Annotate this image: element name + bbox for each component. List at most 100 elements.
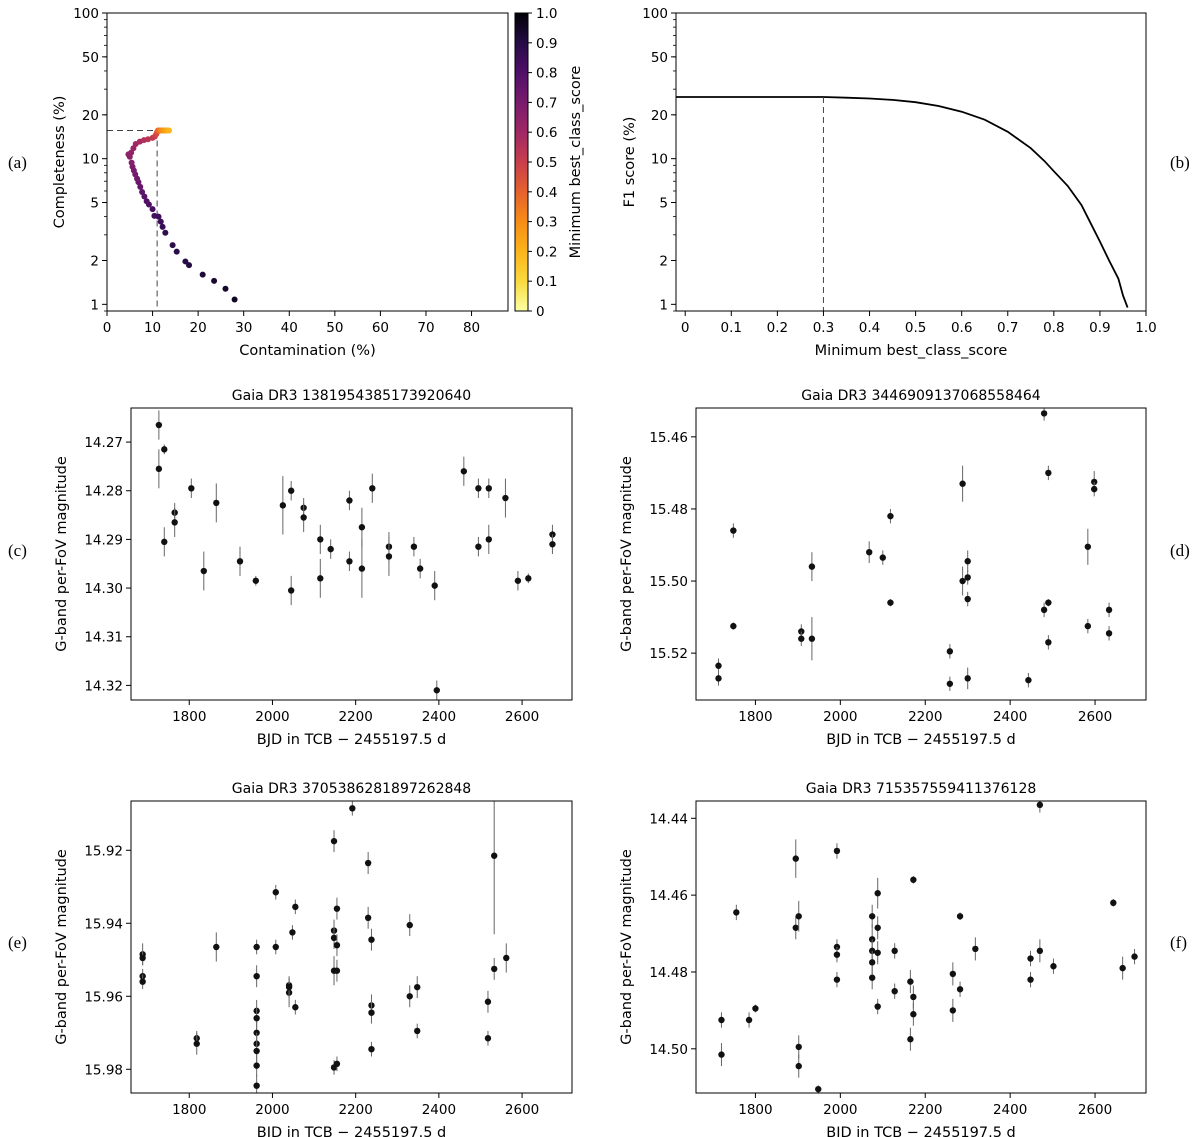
data-point: [795, 1043, 802, 1051]
chart-panel-e-light-curve: 1800 2000 2200 2400 2600 15.92 15.94 15.96 15.98…: [54, 781, 573, 1137]
plot-frame: [675, 12, 1147, 312]
data-point: [874, 890, 881, 897]
data-point: [964, 574, 971, 581]
data-point: [718, 1016, 725, 1024]
chart-title: Gaia DR3 1381954385173920640: [232, 388, 471, 404]
data-point: [1110, 899, 1117, 907]
chart-panel-c-light-curve: 1800 2000 2200 2400 2600 14.27 14.28 14.29 14.30…: [54, 388, 573, 748]
x-tick-label: 2400: [993, 709, 1027, 725]
y-tick-label: 5: [659, 196, 668, 212]
y-tick-label: 2: [90, 253, 99, 269]
data-point: [272, 889, 279, 896]
data-point: [503, 954, 510, 962]
data-point: [139, 978, 146, 985]
data-point: [406, 921, 413, 929]
data-point: [715, 662, 722, 669]
x-tick-label: 1800: [172, 709, 206, 725]
x-tick-label: 0.3: [813, 320, 834, 336]
colorbar-tick-label: 0.5: [536, 155, 557, 171]
x-tick-label: 40: [281, 320, 298, 336]
data-point: [964, 595, 971, 603]
x-tick-label: 20: [190, 320, 207, 336]
data-point: [346, 558, 353, 565]
data-point: [161, 446, 168, 453]
data-point: [289, 929, 296, 936]
y-tick-label: 50: [82, 50, 99, 66]
data-point: [815, 1085, 822, 1093]
data-point: [279, 502, 287, 509]
y-tick-label: 15.48: [649, 502, 688, 518]
data-point: [798, 635, 805, 642]
data-point: [874, 924, 881, 931]
data-point: [333, 967, 341, 974]
data-point: [972, 945, 979, 953]
y-axis-label: Completeness (%): [52, 96, 68, 229]
y-tick-label: 14.30: [84, 581, 123, 597]
x-tick-label: 0.6: [951, 320, 972, 336]
data-point: [959, 480, 966, 487]
y-axis-label: G-band per-FoV magnitude: [54, 456, 70, 652]
chart-panel-f-light-curve: 1800 2000 2200 2400 2600 14.44 14.46 14.48 14.50…: [619, 781, 1147, 1137]
data-point: [1105, 606, 1113, 614]
panel-label-d: (d): [1170, 541, 1190, 560]
data-point: [1036, 801, 1044, 809]
data-point: [718, 1051, 725, 1058]
x-tick-label: 10: [144, 320, 161, 336]
data-point: [1045, 639, 1052, 646]
data-point: [874, 1003, 881, 1010]
y-tick-label: 20: [82, 108, 99, 124]
data-point: [193, 1040, 200, 1047]
x-tick-label: 2000: [823, 1102, 857, 1118]
scatter-point: [128, 149, 135, 156]
scatter-point: [182, 258, 189, 265]
y-tick-label: 15.92: [84, 843, 123, 859]
x-tick-label: 0.4: [859, 320, 880, 336]
y-tick-label: 5: [90, 196, 99, 212]
scatter-point: [231, 296, 238, 303]
data-point: [333, 941, 341, 949]
data-point: [808, 563, 816, 570]
panel-label-b: (b): [1170, 153, 1190, 172]
data-layer: [718, 801, 1138, 1093]
panel-label-f: (f): [1170, 933, 1187, 952]
x-tick-label: 50: [326, 320, 343, 336]
x-tick-label: 0.8: [1043, 320, 1064, 336]
data-point: [253, 1014, 260, 1022]
data-point: [484, 1035, 492, 1042]
data-point: [188, 485, 195, 492]
data-point: [368, 1009, 375, 1016]
y-tick-label: 14.27: [84, 435, 123, 451]
plot-frame: [130, 407, 573, 701]
data-point: [253, 1062, 260, 1069]
x-axis-label: BJD in TCB − 2455197.5 d: [826, 1125, 1016, 1137]
y-tick-label: 14.48: [649, 965, 688, 981]
data-point: [907, 978, 914, 985]
data-point: [874, 949, 881, 956]
scatter-point: [211, 277, 218, 284]
data-point: [1050, 963, 1057, 970]
y-tick-label: 50: [651, 50, 668, 66]
data-point: [414, 1027, 421, 1035]
y-tick-label: 1: [90, 297, 99, 313]
scatter-point: [139, 189, 146, 196]
y-tick-label: 14.31: [84, 630, 123, 646]
data-point: [887, 599, 894, 606]
data-point: [139, 954, 146, 962]
x-tick-label: 2200: [908, 709, 942, 725]
data-point: [795, 1062, 802, 1070]
y-tick-label: 100: [73, 6, 99, 22]
data-point: [730, 622, 737, 630]
data-point: [910, 1011, 917, 1018]
data-point: [795, 913, 802, 920]
y-tick-label: 10: [82, 152, 99, 168]
data-point: [808, 635, 816, 642]
data-point: [433, 687, 440, 694]
data-layer: [139, 801, 510, 1093]
x-tick-label: 0.5: [905, 320, 926, 336]
data-point: [369, 485, 376, 492]
data-point: [1131, 953, 1138, 960]
x-tick-label: 30: [235, 320, 252, 336]
x-tick-label: 2400: [422, 1102, 456, 1118]
data-point: [333, 1060, 341, 1068]
data-point: [1084, 622, 1092, 630]
